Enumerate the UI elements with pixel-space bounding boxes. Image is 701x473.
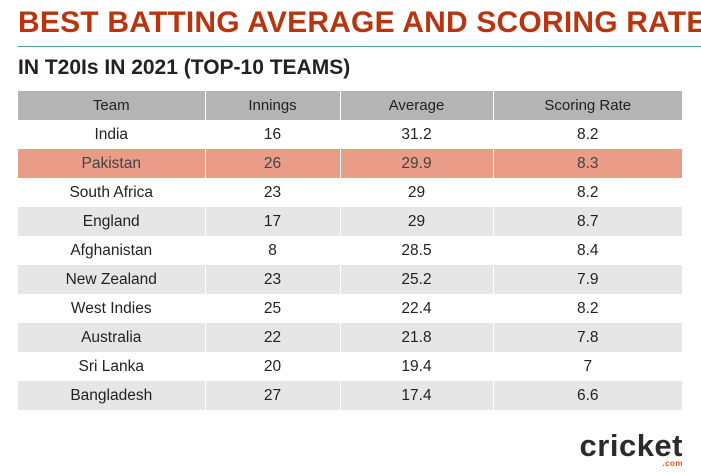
table-row: New Zealand 23 25.2 7.9	[18, 265, 682, 294]
team-cell: Sri Lanka	[18, 352, 206, 381]
column-header-scoring-rate: Scoring Rate	[493, 91, 682, 120]
table-row: Sri Lanka 20 19.4 7	[18, 352, 682, 381]
average-cell: 28.5	[340, 236, 494, 265]
scoring-rate-cell: 8.3	[493, 149, 682, 178]
chart-subtitle: IN T20Is IN 2021 (TOP-10 TEAMS)	[18, 56, 351, 79]
column-header-average: Average	[340, 91, 494, 120]
table-body: India 16 31.2 8.2 Pakistan 26 29.9 8.3 South Afr…	[18, 120, 682, 410]
average-cell: 31.2	[340, 120, 494, 149]
average-cell: 22.4	[340, 294, 494, 323]
logo-text: cricket	[579, 428, 683, 463]
logo-suffix: .com	[662, 459, 683, 468]
table-row: Australia 22 21.8 7.8	[18, 323, 682, 352]
innings-cell: 23	[205, 265, 341, 294]
innings-cell: 25	[205, 294, 341, 323]
table-header-row: Team Innings Average Scoring Rate	[18, 91, 682, 120]
table-row: West Indies 25 22.4 8.2	[18, 294, 682, 323]
table-row: Bangladesh 27 17.4 6.6	[18, 381, 682, 410]
team-cell: Pakistan	[18, 149, 206, 178]
innings-cell: 16	[205, 120, 341, 149]
title-divider	[18, 46, 701, 47]
stats-table: Team Innings Average Scoring Rate India 1…	[18, 91, 682, 410]
innings-cell: 20	[205, 352, 341, 381]
average-cell: 29.9	[340, 149, 494, 178]
scoring-rate-cell: 8.7	[493, 207, 682, 236]
table-row: India 16 31.2 8.2	[18, 120, 682, 149]
table-row: England 17 29 8.7	[18, 207, 682, 236]
innings-cell: 22	[205, 323, 341, 352]
team-cell: Bangladesh	[18, 381, 206, 410]
scoring-rate-cell: 8.2	[493, 294, 682, 323]
average-cell: 17.4	[340, 381, 494, 410]
scoring-rate-cell: 7.8	[493, 323, 682, 352]
column-header-innings: Innings	[205, 91, 341, 120]
team-cell: Australia	[18, 323, 206, 352]
scoring-rate-cell: 7	[493, 352, 682, 381]
column-header-team: Team	[18, 91, 206, 120]
average-cell: 21.8	[340, 323, 494, 352]
table-row: South Africa 23 29 8.2	[18, 178, 682, 207]
innings-cell: 27	[205, 381, 341, 410]
table-row: Afghanistan 8 28.5 8.4	[18, 236, 682, 265]
scoring-rate-cell: 8.2	[493, 178, 682, 207]
team-cell: Afghanistan	[18, 236, 206, 265]
team-cell: England	[18, 207, 206, 236]
average-cell: 25.2	[340, 265, 494, 294]
scoring-rate-cell: 6.6	[493, 381, 682, 410]
innings-cell: 8	[205, 236, 341, 265]
average-cell: 29	[340, 178, 494, 207]
innings-cell: 17	[205, 207, 341, 236]
scoring-rate-cell: 8.4	[493, 236, 682, 265]
average-cell: 29	[340, 207, 494, 236]
average-cell: 19.4	[340, 352, 494, 381]
cricket-com-logo: cricket .com	[563, 428, 683, 468]
team-cell: West Indies	[18, 294, 206, 323]
chart-title: BEST BATTING AVERAGE AND SCORING RATE	[18, 6, 701, 39]
innings-cell: 23	[205, 178, 341, 207]
scoring-rate-cell: 8.2	[493, 120, 682, 149]
team-cell: New Zealand	[18, 265, 206, 294]
scoring-rate-cell: 7.9	[493, 265, 682, 294]
team-cell: South Africa	[18, 178, 206, 207]
table-row: Pakistan 26 29.9 8.3	[18, 149, 682, 178]
innings-cell: 26	[205, 149, 341, 178]
team-cell: India	[18, 120, 206, 149]
